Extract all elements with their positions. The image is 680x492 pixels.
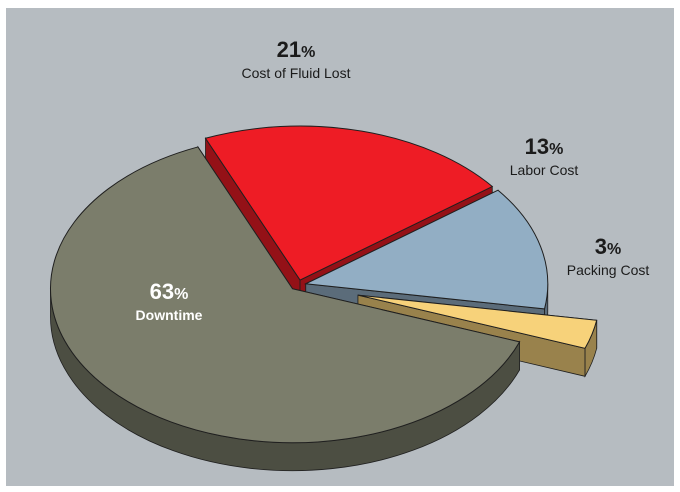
- pie-chart: [49, 125, 598, 472]
- label-labor-cost: 13% Labor Cost: [510, 135, 578, 179]
- chart-panel: 21% Cost of Fluid Lost 13% Labor Cost 3%…: [6, 8, 674, 486]
- slice-percent-downtime: 63%: [149, 279, 189, 304]
- slice-percent-packing-cost: 3%: [594, 234, 622, 259]
- slice-name-labor-cost: Labor Cost: [509, 162, 579, 178]
- pie-tops: [49, 125, 598, 444]
- slice-name-downtime: Downtime: [135, 307, 203, 323]
- label-packing-cost: 3% Packing Cost: [567, 235, 649, 279]
- slice-top-cost-of-fluid-lost: [204, 125, 494, 281]
- slice-name-packing-cost: Packing Cost: [566, 262, 650, 278]
- slice-top-packing-cost: [357, 294, 598, 349]
- slice-top-downtime: [49, 146, 521, 444]
- label-cost-of-fluid-lost: 21% Cost of Fluid Lost: [242, 38, 351, 82]
- slice-percent-cost-of-fluid-lost: 21%: [276, 37, 316, 62]
- slice-percent-labor-cost: 13%: [524, 134, 564, 159]
- slice-name-cost-of-fluid-lost: Cost of Fluid Lost: [241, 65, 351, 81]
- slice-top-labor-cost: [303, 189, 549, 310]
- label-downtime: 63% Downtime: [136, 280, 203, 324]
